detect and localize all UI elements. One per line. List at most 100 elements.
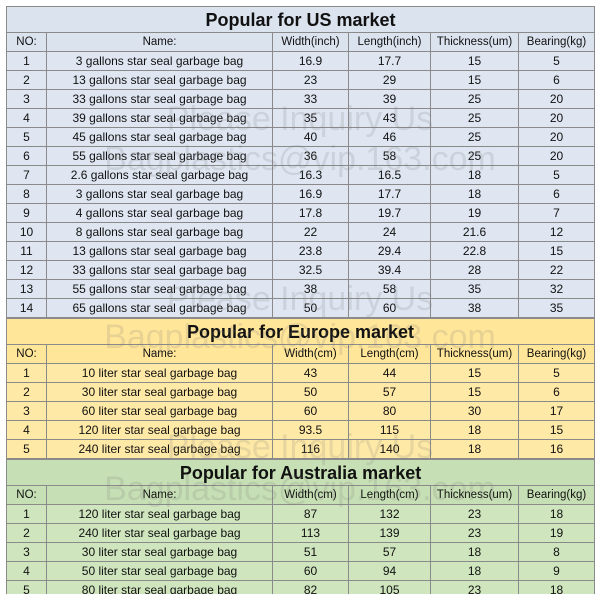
header-row: NO: Name: Width(inch) Length(inch) Thickness… bbox=[6, 32, 596, 52]
table-cell: 94 bbox=[348, 561, 431, 581]
table-cell: 10 liter star seal garbage bag bbox=[46, 363, 273, 383]
table-cell: 15 bbox=[430, 363, 519, 383]
table-cell: 5 bbox=[6, 439, 47, 459]
section-title: Popular for Australia market bbox=[5, 459, 596, 486]
table-cell: 35 bbox=[272, 108, 349, 128]
table-cell: 115 bbox=[348, 420, 431, 440]
header-row: NO: Name: Width(cm) Length(cm) Thickness(um)… bbox=[6, 344, 596, 364]
table-row: 2 240 liter star seal garbage bag 113 139 23… bbox=[6, 523, 596, 543]
header-row: NO: Name: Width(cm) Length(cm) Thickness(um)… bbox=[6, 485, 596, 505]
table-cell: 60 bbox=[272, 561, 349, 581]
table-cell: 87 bbox=[272, 504, 349, 524]
table-row: 5 45 gallons star seal garbage bag 40 46 25 2… bbox=[6, 127, 596, 147]
table-cell: 50 bbox=[272, 298, 349, 318]
table-cell: 15 bbox=[430, 51, 519, 71]
table-row: 3 30 liter star seal garbage bag 51 57 18 8 bbox=[6, 542, 596, 562]
table-cell: 1 bbox=[6, 51, 47, 71]
table-cell: 120 liter star seal garbage bag bbox=[46, 420, 273, 440]
table-cell: 35 bbox=[517, 298, 596, 318]
column-header: Bearing(kg) bbox=[517, 344, 596, 364]
europe-market-table: Popular for Europe market NO: Name: Width(c… bbox=[5, 318, 596, 459]
table-cell: 11 bbox=[6, 241, 47, 261]
table-cell: 23 bbox=[430, 580, 519, 594]
table-row: 13 55 gallons star seal garbage bag 38 58 35… bbox=[6, 279, 596, 299]
table-cell: 58 bbox=[348, 146, 431, 166]
table-cell: 23 bbox=[430, 504, 519, 524]
table-cell: 2 bbox=[6, 70, 47, 90]
table-cell: 240 liter star seal garbage bag bbox=[46, 439, 273, 459]
table-row: 7 2.6 gallons star seal garbage bag 16.3 16… bbox=[6, 165, 596, 185]
table-cell: 4 bbox=[6, 420, 47, 440]
table-cell: 20 bbox=[517, 146, 596, 166]
table-cell: 39 gallons star seal garbage bag bbox=[46, 108, 273, 128]
table-cell: 23.8 bbox=[272, 241, 349, 261]
table-row: 1 10 liter star seal garbage bag 43 44 15 5 bbox=[6, 363, 596, 383]
table-cell: 240 liter star seal garbage bag bbox=[46, 523, 273, 543]
table-cell: 18 bbox=[430, 165, 519, 185]
table-row: 2 30 liter star seal garbage bag 50 57 15 6 bbox=[6, 382, 596, 402]
table-cell: 18 bbox=[517, 580, 596, 594]
table-row: 3 33 gallons star seal garbage bag 33 39 25 2… bbox=[6, 89, 596, 109]
table-cell: 50 liter star seal garbage bag bbox=[46, 561, 273, 581]
table-cell: 1 bbox=[6, 504, 47, 524]
table-cell: 120 liter star seal garbage bag bbox=[46, 504, 273, 524]
table-cell: 15 bbox=[517, 420, 596, 440]
table-cell: 18 bbox=[430, 561, 519, 581]
table-cell: 13 gallons star seal garbage bag bbox=[46, 70, 273, 90]
table-cell: 18 bbox=[430, 184, 519, 204]
table-cell: 20 bbox=[517, 127, 596, 147]
column-header: NO: bbox=[6, 485, 47, 505]
table-cell: 55 gallons star seal garbage bag bbox=[46, 146, 273, 166]
table-cell: 23 bbox=[430, 523, 519, 543]
table-cell: 113 bbox=[272, 523, 349, 543]
table-cell: 22.8 bbox=[430, 241, 519, 261]
table-cell: 57 bbox=[348, 542, 431, 562]
table-cell: 19 bbox=[517, 523, 596, 543]
table-cell: 38 bbox=[272, 279, 349, 299]
table-row: 12 33 gallons star seal garbage bag 32.5 39… bbox=[6, 260, 596, 280]
table-row: 4 39 gallons star seal garbage bag 35 43 25 2… bbox=[6, 108, 596, 128]
table-cell: 57 bbox=[348, 382, 431, 402]
column-header: Width(cm) bbox=[272, 485, 349, 505]
table-cell: 55 gallons star seal garbage bag bbox=[46, 279, 273, 299]
column-header: Bearing(kg) bbox=[517, 485, 596, 505]
table-cell: 19 bbox=[430, 203, 519, 223]
table-row: 5 80 liter star seal garbage bag 82 105 23 18 bbox=[6, 580, 596, 594]
table-cell: 5 bbox=[517, 51, 596, 71]
table-cell: 80 bbox=[348, 401, 431, 421]
table-cell: 25 bbox=[430, 127, 519, 147]
table-row: 6 55 gallons star seal garbage bag 36 58 25 2… bbox=[6, 146, 596, 166]
table-cell: 12 bbox=[517, 222, 596, 242]
table-cell: 82 bbox=[272, 580, 349, 594]
table-cell: 7 bbox=[6, 165, 47, 185]
column-header: Thickness(um) bbox=[430, 485, 519, 505]
table-cell: 6 bbox=[6, 146, 47, 166]
table-cell: 4 bbox=[6, 108, 47, 128]
table-cell: 18 bbox=[430, 439, 519, 459]
table-cell: 29.4 bbox=[348, 241, 431, 261]
table-cell: 25 bbox=[430, 108, 519, 128]
table-cell: 44 bbox=[348, 363, 431, 383]
table-cell: 93.5 bbox=[272, 420, 349, 440]
column-header: Width(cm) bbox=[272, 344, 349, 364]
table-cell: 14 bbox=[6, 298, 47, 318]
table-cell: 25 bbox=[430, 146, 519, 166]
column-header: Name: bbox=[46, 32, 273, 52]
table-cell: 18 bbox=[430, 420, 519, 440]
table-cell: 6 bbox=[517, 184, 596, 204]
table-cell: 5 bbox=[6, 127, 47, 147]
column-header: Thickness(um) bbox=[430, 32, 519, 52]
table-cell: 5 bbox=[6, 580, 47, 594]
table-cell: 17.7 bbox=[348, 184, 431, 204]
us-market-table: Popular for US market NO: Name: Width(inch)… bbox=[5, 6, 596, 318]
table-cell: 39.4 bbox=[348, 260, 431, 280]
table-row: 4 120 liter star seal garbage bag 93.5 115 1… bbox=[6, 420, 596, 440]
table-cell: 33 gallons star seal garbage bag bbox=[46, 260, 273, 280]
table-row: 14 65 gallons star seal garbage bag 50 60 38… bbox=[6, 298, 596, 318]
table-cell: 17.8 bbox=[272, 203, 349, 223]
table-cell: 33 gallons star seal garbage bag bbox=[46, 89, 273, 109]
section-title: Popular for US market bbox=[5, 6, 596, 33]
table-cell: 6 bbox=[517, 70, 596, 90]
table-cell: 13 bbox=[6, 279, 47, 299]
